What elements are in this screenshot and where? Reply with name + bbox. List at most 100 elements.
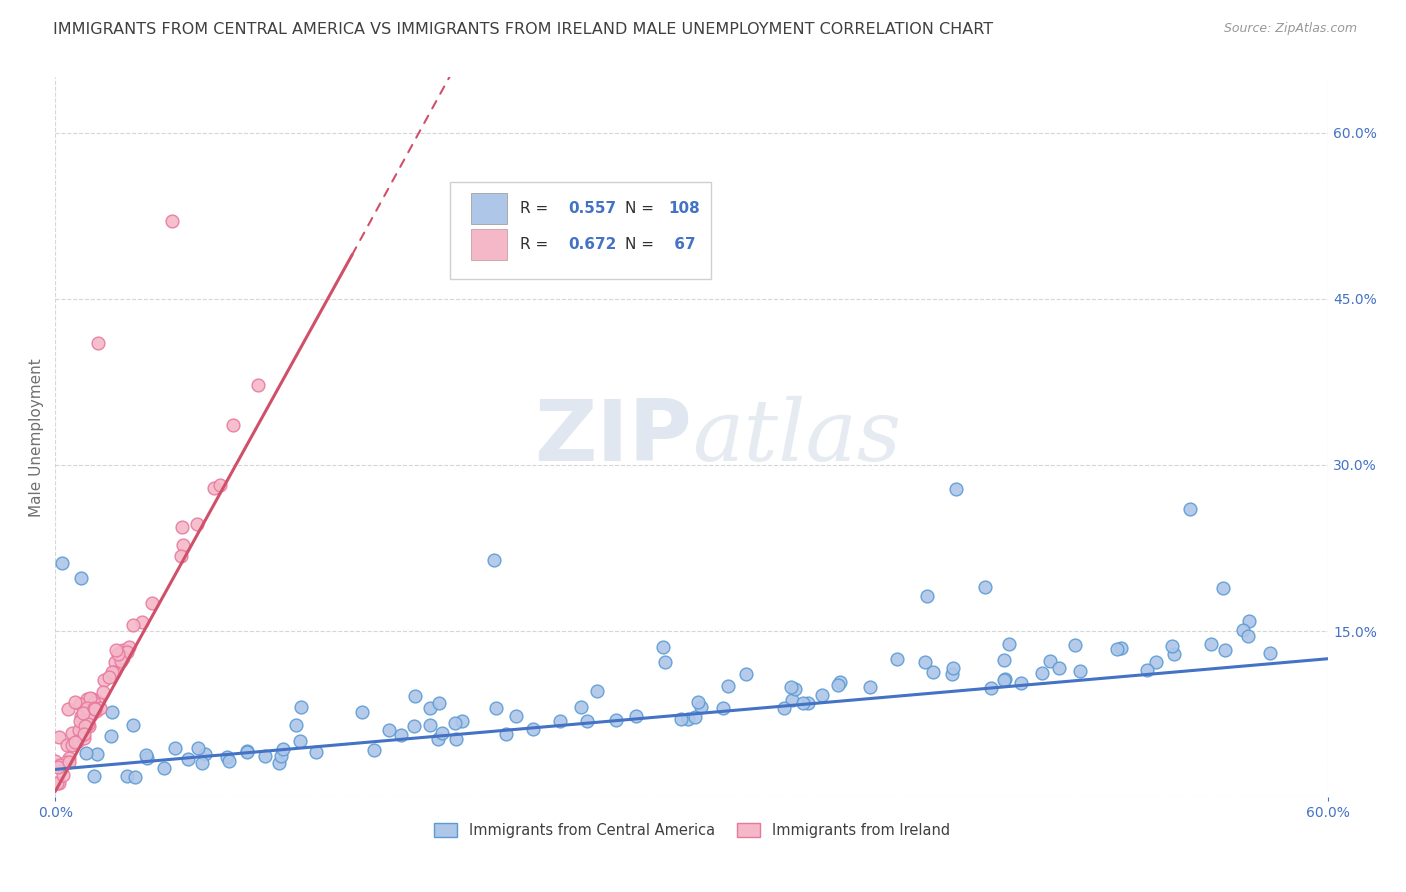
Point bbox=[430, 725, 453, 739]
Point bbox=[83, 702, 105, 716]
Point bbox=[253, 748, 276, 763]
Point bbox=[605, 714, 627, 728]
Point bbox=[187, 741, 209, 756]
Point bbox=[419, 718, 441, 732]
Point bbox=[290, 700, 312, 714]
Point bbox=[121, 618, 143, 632]
Point bbox=[1010, 676, 1032, 690]
Point bbox=[363, 743, 385, 757]
Text: ZIP: ZIP bbox=[534, 396, 692, 479]
Point bbox=[56, 738, 79, 752]
Point bbox=[236, 745, 259, 759]
Text: N =: N = bbox=[626, 237, 659, 252]
Point bbox=[859, 680, 882, 694]
Point bbox=[236, 744, 259, 758]
Point bbox=[378, 723, 401, 737]
Point bbox=[350, 705, 373, 719]
FancyBboxPatch shape bbox=[471, 194, 508, 224]
FancyBboxPatch shape bbox=[450, 182, 711, 279]
Text: R =: R = bbox=[520, 237, 553, 252]
Point bbox=[97, 670, 120, 684]
Point bbox=[177, 752, 200, 766]
Point bbox=[1163, 647, 1185, 661]
Point bbox=[45, 776, 67, 790]
Point bbox=[44, 754, 66, 768]
Point bbox=[1039, 654, 1062, 668]
Point bbox=[828, 674, 851, 689]
Point bbox=[1144, 655, 1167, 669]
Point bbox=[58, 755, 80, 769]
Point bbox=[942, 661, 965, 675]
Point bbox=[690, 700, 713, 714]
Point bbox=[246, 377, 269, 392]
Point bbox=[86, 747, 108, 762]
Point bbox=[1136, 663, 1159, 677]
Point bbox=[103, 665, 125, 680]
Point bbox=[122, 718, 145, 732]
Point bbox=[285, 717, 308, 731]
Point bbox=[1237, 629, 1260, 643]
Point bbox=[49, 758, 72, 772]
Point bbox=[60, 739, 83, 753]
Point bbox=[69, 571, 91, 585]
Point bbox=[1178, 502, 1201, 516]
Point bbox=[170, 549, 193, 563]
Text: 67: 67 bbox=[669, 237, 696, 252]
Point bbox=[111, 651, 134, 665]
Point bbox=[131, 615, 153, 630]
Text: N =: N = bbox=[626, 201, 659, 216]
Point bbox=[112, 643, 135, 657]
Point bbox=[1213, 643, 1236, 657]
Text: IMMIGRANTS FROM CENTRAL AMERICA VS IMMIGRANTS FROM IRELAND MALE UNEMPLOYMENT COR: IMMIGRANTS FROM CENTRAL AMERICA VS IMMIG… bbox=[53, 22, 994, 37]
Point bbox=[165, 741, 187, 756]
Point bbox=[980, 681, 1002, 695]
Text: Source: ZipAtlas.com: Source: ZipAtlas.com bbox=[1223, 22, 1357, 36]
Text: R =: R = bbox=[520, 201, 553, 216]
Point bbox=[63, 735, 86, 749]
Point bbox=[914, 655, 936, 669]
Point bbox=[1201, 637, 1223, 651]
Point bbox=[67, 723, 90, 737]
Point bbox=[48, 730, 70, 744]
Point bbox=[160, 214, 183, 228]
Point bbox=[941, 667, 963, 681]
Point bbox=[1161, 639, 1184, 653]
Point bbox=[76, 700, 98, 714]
Point bbox=[46, 760, 69, 774]
Point bbox=[669, 712, 692, 726]
Text: 108: 108 bbox=[669, 201, 700, 216]
Point bbox=[419, 700, 441, 714]
Point bbox=[172, 538, 194, 552]
Point bbox=[505, 708, 527, 723]
Point bbox=[1109, 640, 1132, 655]
Point bbox=[69, 708, 91, 723]
Point bbox=[89, 701, 111, 715]
Point bbox=[974, 581, 997, 595]
Point bbox=[115, 769, 138, 783]
Point bbox=[780, 680, 803, 694]
Point bbox=[1107, 641, 1129, 656]
Point bbox=[55, 755, 77, 769]
Point bbox=[215, 750, 238, 764]
Point bbox=[48, 776, 70, 790]
Point bbox=[107, 648, 129, 662]
Point bbox=[271, 742, 294, 756]
Point bbox=[135, 750, 157, 764]
Point bbox=[91, 685, 114, 699]
Point bbox=[75, 746, 97, 760]
Point bbox=[218, 754, 240, 768]
Point bbox=[101, 665, 124, 680]
Point bbox=[711, 701, 734, 715]
Y-axis label: Male Unemployment: Male Unemployment bbox=[30, 358, 44, 516]
Point bbox=[575, 714, 598, 728]
Point bbox=[783, 682, 806, 697]
Point bbox=[267, 756, 290, 770]
Point bbox=[426, 732, 449, 747]
Point bbox=[427, 696, 450, 710]
Point bbox=[1212, 581, 1234, 595]
Point bbox=[915, 589, 938, 603]
Point bbox=[110, 654, 132, 668]
Point bbox=[60, 725, 83, 739]
Point bbox=[191, 756, 214, 770]
Point bbox=[1047, 661, 1070, 675]
